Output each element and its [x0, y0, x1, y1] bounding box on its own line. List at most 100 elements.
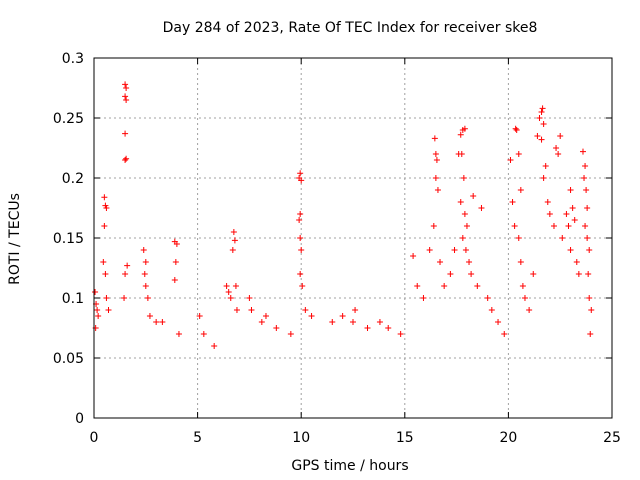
y-tick-label: 0.15 — [53, 231, 84, 247]
data-point — [557, 133, 564, 139]
data-point — [122, 93, 129, 100]
data-point — [200, 331, 207, 337]
data-point — [102, 271, 109, 277]
data-point — [588, 307, 595, 313]
grid-lines — [94, 58, 612, 418]
data-point — [511, 223, 518, 229]
data-point — [100, 259, 107, 265]
data-point — [122, 157, 129, 163]
data-point — [587, 331, 594, 337]
data-point — [225, 289, 232, 295]
data-point — [459, 235, 466, 241]
data-point — [173, 241, 180, 247]
data-point — [329, 319, 336, 325]
data-point — [484, 295, 491, 301]
data-point — [364, 325, 371, 331]
data-point — [538, 109, 545, 115]
data-point — [350, 319, 356, 325]
y-tick-label: 0 — [75, 411, 84, 427]
data-point — [376, 319, 383, 325]
data-point — [298, 177, 305, 184]
data-point — [248, 307, 255, 313]
data-point — [515, 151, 522, 157]
data-point — [584, 235, 591, 241]
data-point — [273, 325, 280, 331]
data-point — [297, 170, 304, 177]
data-point — [457, 199, 464, 205]
data-point — [296, 217, 303, 223]
data-point — [246, 295, 253, 301]
data-point — [410, 253, 417, 259]
data-point — [297, 235, 304, 241]
data-point — [227, 295, 234, 301]
data-point — [571, 217, 578, 223]
data-point — [517, 187, 524, 193]
data-point — [461, 125, 468, 132]
data-point — [430, 223, 437, 229]
data-point — [463, 223, 470, 229]
data-point — [512, 125, 519, 132]
data-point — [495, 319, 502, 325]
data-point — [513, 127, 520, 133]
data-point — [582, 163, 589, 169]
data-point — [536, 115, 543, 121]
data-point — [171, 277, 178, 283]
x-axis-label: GPS time / hours — [291, 458, 408, 474]
data-point — [474, 283, 481, 289]
data-point — [297, 271, 304, 277]
data-point — [223, 283, 230, 289]
data-point — [553, 145, 560, 151]
data-point — [231, 237, 238, 244]
data-point — [196, 313, 203, 319]
data-point — [582, 223, 589, 229]
data-point — [153, 319, 160, 325]
data-point — [544, 199, 551, 205]
data-point — [447, 271, 454, 277]
data-point — [287, 331, 294, 337]
data-point — [142, 283, 149, 289]
data-point — [414, 283, 421, 289]
data-point — [298, 247, 305, 253]
data-point — [461, 211, 468, 217]
data-point — [451, 247, 458, 253]
data-point — [426, 247, 433, 253]
data-point — [501, 331, 508, 337]
data-point — [539, 105, 546, 112]
data-point — [142, 259, 149, 265]
data-point — [232, 283, 239, 289]
data-point — [122, 81, 129, 88]
data-point — [434, 187, 441, 193]
data-point — [515, 235, 522, 241]
data-point — [297, 211, 304, 217]
data-point — [140, 247, 147, 253]
y-tick-label: 0.25 — [53, 111, 84, 127]
data-point — [433, 157, 440, 163]
data-point — [555, 151, 562, 157]
axis-ticks: 0 5 10 15 20 25 0 0.05 0.1 0.15 0.2 0.25 0.3 — [53, 51, 621, 446]
data-point — [569, 205, 576, 211]
data-point — [559, 235, 566, 241]
data-point — [567, 187, 574, 193]
data-point — [339, 313, 346, 319]
data-point — [542, 163, 549, 169]
data-point — [123, 97, 130, 103]
data-point — [488, 307, 495, 313]
data-point — [478, 205, 485, 211]
data-point — [308, 313, 315, 319]
data-point — [141, 271, 148, 277]
data-point — [172, 259, 179, 265]
data-point — [437, 259, 444, 265]
data-point — [94, 307, 101, 313]
data-point — [530, 271, 537, 277]
data-point — [103, 205, 110, 211]
data-point — [211, 343, 218, 349]
data-point — [457, 131, 464, 138]
data-point — [122, 130, 129, 137]
data-point — [101, 194, 108, 201]
data-point — [563, 211, 570, 217]
y-tick-label: 0.3 — [62, 51, 84, 67]
x-tick-label: 25 — [603, 430, 621, 446]
data-point — [521, 295, 528, 301]
data-point — [302, 307, 309, 313]
